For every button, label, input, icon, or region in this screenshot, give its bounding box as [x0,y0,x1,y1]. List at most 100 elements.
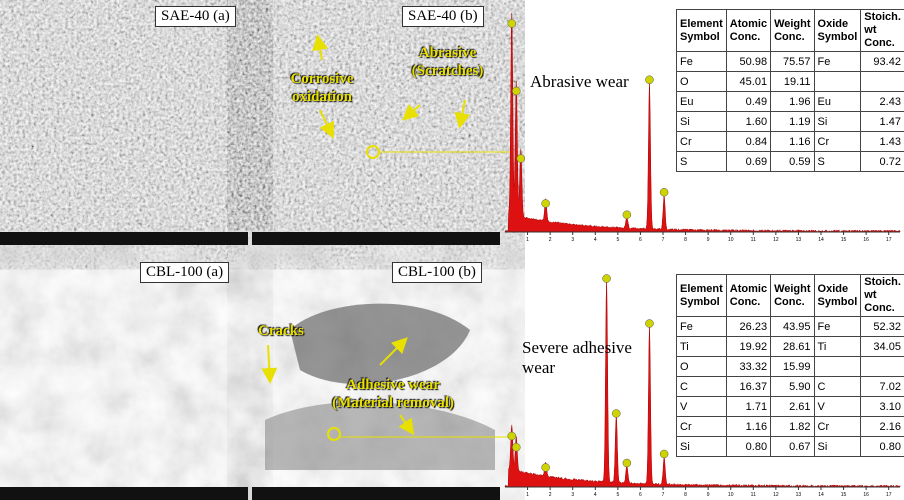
column-header: Atomic Conc. [726,10,770,52]
panel-label: CBL-100 (a) [140,262,229,283]
table-cell: 1.71 [726,397,770,417]
table-cell: 50.98 [726,52,770,72]
column-header: Weight Conc. [771,10,814,52]
x-tick-label: 5 [616,492,619,498]
x-tick-label: 10 [728,492,734,498]
spectrum-caption: Severe adhesive wear [522,338,632,378]
x-tick-label: 11 [751,237,756,243]
x-tick-label: 4 [594,492,597,498]
table-cell: 19.11 [771,72,814,92]
table-holder: Element SymbolAtomic Conc.Weight Conc.Ox… [676,9,904,172]
annotation: Abrasive (Scratches) [400,44,495,80]
table-cell: 1.19 [771,112,814,132]
table-cell: 1.16 [726,417,770,437]
x-tick-label: 8 [684,237,687,243]
x-tick-label: 3 [571,492,574,498]
x-tick-label: 3 [571,237,574,243]
panel-label: CBL-100 (b) [392,262,482,283]
x-tick-label: 1 [526,492,529,498]
table-cell: 2.61 [771,397,814,417]
table-cell: 16.37 [726,377,770,397]
table-cell: Fe [814,317,861,337]
table-cell [861,72,904,92]
x-tick-label: 2 [549,492,552,498]
table-cell [814,357,861,377]
table-cell: 0.72 [861,152,904,172]
x-tick-label: 6 [639,237,642,243]
table-cell: Si [677,112,727,132]
annotation: Cracks [258,322,304,340]
table-cell: 52.32 [861,317,904,337]
table-cell: V [677,397,727,417]
peak-marker [645,320,653,328]
table-cell: 1.82 [771,417,814,437]
peak-marker [512,443,520,451]
table-cell: Cr [814,132,861,152]
column-header: Oxide Symbol [814,275,861,317]
column-header: Stoich. wt Conc. [861,10,904,52]
x-tick-label: 15 [841,237,847,243]
peak-marker [660,188,668,196]
x-tick-label: 15 [841,492,847,498]
sem-image [252,0,500,245]
peak-marker [542,464,550,472]
table-cell [861,357,904,377]
table-cell: 1.96 [771,92,814,112]
table-cell: 1.47 [861,112,904,132]
table-cell: C [814,377,861,397]
table-cell: 43.95 [771,317,814,337]
table-cell: 0.84 [726,132,770,152]
x-tick-label: 13 [796,492,802,498]
x-tick-label: 4 [594,237,597,243]
figure: 1234567891011121314151617123456789101112… [0,0,904,500]
table-cell: 0.59 [771,152,814,172]
x-tick-label: 8 [684,492,687,498]
table-cell: S [677,152,727,172]
table-cell: Si [677,437,727,457]
x-tick-label: 16 [863,237,869,243]
peak-marker [508,20,516,28]
x-tick-label: 10 [728,237,734,243]
x-tick-label: 9 [707,492,710,498]
annotation: Corrosive oxidation [272,70,372,106]
table-cell: C [677,377,727,397]
table-cell: 93.42 [861,52,904,72]
table-cell: 2.16 [861,417,904,437]
table-cell: Ti [677,337,727,357]
x-tick-label: 14 [818,237,824,243]
peak-marker [512,87,520,95]
table-cell: Eu [814,92,861,112]
composition-table: Element SymbolAtomic Conc.Weight Conc.Ox… [676,9,904,172]
table-cell: Ti [814,337,861,357]
table-cell: Fe [677,52,727,72]
x-tick-label: 17 [886,237,892,243]
table-cell: 1.60 [726,112,770,132]
table-holder: Element SymbolAtomic Conc.Weight Conc.Ox… [676,274,904,457]
table-cell: 5.90 [771,377,814,397]
table-cell: 1.43 [861,132,904,152]
peak-marker [612,410,620,418]
column-header: Element Symbol [677,10,727,52]
peak-marker [542,200,550,208]
panel-label: SAE-40 (b) [402,6,484,27]
table-cell: 7.02 [861,377,904,397]
sem-image [0,0,248,245]
table-cell: Si [814,112,861,132]
column-header: Atomic Conc. [726,275,770,317]
table-cell: Cr [814,417,861,437]
column-header: Oxide Symbol [814,10,861,52]
table-cell: S [814,152,861,172]
x-tick-label: 9 [707,237,710,243]
table-cell: 45.01 [726,72,770,92]
table-cell: 0.67 [771,437,814,457]
peak-marker [623,459,631,467]
x-tick-label: 7 [662,237,665,243]
table-cell: 1.16 [771,132,814,152]
peak-marker [508,432,516,440]
x-tick-label: 7 [662,492,665,498]
table-cell: Cr [677,417,727,437]
table-cell: 26.23 [726,317,770,337]
table-cell: 2.43 [861,92,904,112]
x-tick-label: 11 [751,492,756,498]
column-header: Weight Conc. [771,275,814,317]
